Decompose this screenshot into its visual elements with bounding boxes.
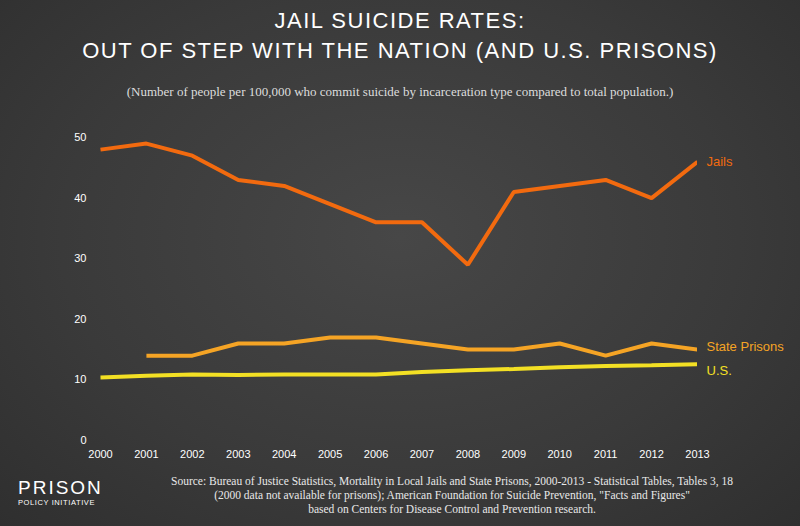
svg-text:2009: 2009 <box>502 448 526 460</box>
html-text:OUT OF STEP WITH THE NATION (A: OUT OF STEP WITH THE NATION (AND U.S. PR… <box>82 38 718 63</box>
svg-text:2001: 2001 <box>134 448 158 460</box>
svg-text:2013: 2013 <box>685 448 709 460</box>
html-text:JAIL SUICIDE RATES:: JAIL SUICIDE RATES: <box>274 8 526 33</box>
svg-text:30: 30 <box>74 252 86 264</box>
html-text:(Number of people per 100,000: (Number of people per 100,000 who commit… <box>126 84 674 99</box>
svg-text:2002: 2002 <box>180 448 204 460</box>
svg-text:2008: 2008 <box>456 448 480 460</box>
html-text:POLICY INITIATIVE: POLICY INITIATIVE <box>18 498 95 507</box>
svg-text:2006: 2006 <box>364 448 388 460</box>
svg-text:40: 40 <box>74 192 86 204</box>
svg-text:20: 20 <box>74 313 86 325</box>
svg-text:0: 0 <box>80 434 86 446</box>
svg-text:State Prisons: State Prisons <box>707 339 785 354</box>
svg-text:2005: 2005 <box>318 448 342 460</box>
svg-text:Jails: Jails <box>707 154 734 169</box>
html-text:PRISON: PRISON <box>18 477 103 498</box>
svg-text:50: 50 <box>74 131 86 143</box>
svg-text:2004: 2004 <box>272 448 296 460</box>
html-text:(2000 data not available for p: (2000 data not available for prisons); A… <box>214 489 690 501</box>
html-text:based on Centers for Disease C: based on Centers for Disease Control and… <box>308 503 596 515</box>
svg-text:2007: 2007 <box>410 448 434 460</box>
svg-text:2010: 2010 <box>547 448 571 460</box>
svg-text:2012: 2012 <box>639 448 663 460</box>
html-text:Source: Bureau of Justice Stat: Source: Bureau of Justice Statistics, Mo… <box>171 475 733 487</box>
svg-text:2000: 2000 <box>88 448 112 460</box>
svg-text:2003: 2003 <box>226 448 250 460</box>
svg-text:U.S.: U.S. <box>707 363 732 378</box>
svg-text:10: 10 <box>74 373 86 385</box>
svg-text:2011: 2011 <box>594 448 618 460</box>
